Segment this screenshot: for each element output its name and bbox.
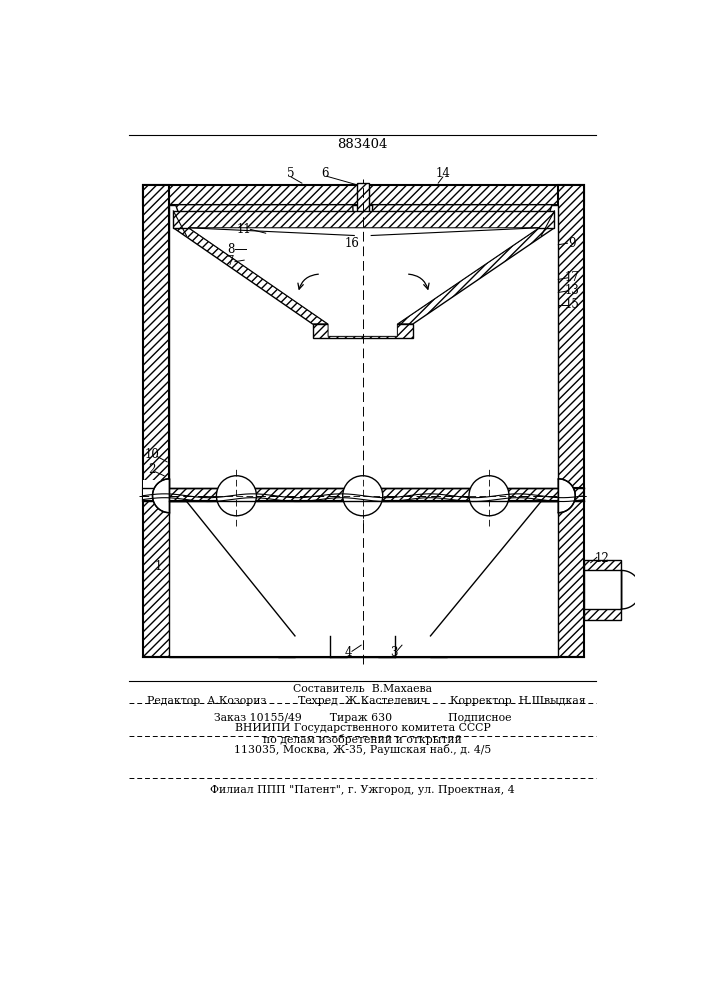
Text: 1: 1 bbox=[154, 560, 162, 573]
Polygon shape bbox=[153, 479, 170, 513]
Polygon shape bbox=[187, 501, 542, 636]
Text: Техред  Ж.Кастелевич: Техред Ж.Кастелевич bbox=[298, 696, 428, 706]
Polygon shape bbox=[431, 636, 448, 657]
Text: 6: 6 bbox=[321, 167, 329, 180]
Polygon shape bbox=[143, 480, 170, 512]
Polygon shape bbox=[189, 228, 539, 336]
Text: Корректор  Н.Швыдкая: Корректор Н.Швыдкая bbox=[450, 696, 586, 706]
Text: 9: 9 bbox=[568, 237, 576, 250]
Polygon shape bbox=[347, 614, 378, 636]
Text: Филиал ППП "Патент", г. Ужгород, ул. Проектная, 4: Филиал ППП "Патент", г. Ужгород, ул. Про… bbox=[211, 785, 515, 795]
Polygon shape bbox=[559, 479, 575, 513]
Polygon shape bbox=[170, 205, 559, 488]
Polygon shape bbox=[585, 570, 621, 609]
Polygon shape bbox=[346, 251, 356, 265]
Circle shape bbox=[216, 476, 257, 516]
Text: 11: 11 bbox=[237, 223, 252, 236]
Text: 17: 17 bbox=[565, 271, 580, 284]
Text: 16: 16 bbox=[344, 237, 359, 250]
Text: 883404: 883404 bbox=[337, 138, 388, 151]
Text: Редактор  А.Козориз: Редактор А.Козориз bbox=[148, 696, 267, 706]
Polygon shape bbox=[175, 205, 354, 235]
Polygon shape bbox=[356, 183, 369, 251]
Polygon shape bbox=[278, 636, 295, 657]
Text: 13: 13 bbox=[565, 284, 580, 297]
Polygon shape bbox=[143, 488, 585, 501]
Text: 14: 14 bbox=[436, 167, 450, 180]
Text: 8: 8 bbox=[228, 243, 235, 256]
Polygon shape bbox=[143, 185, 170, 501]
Text: 113035, Москва, Ж-35, Раушская наб., д. 4/5: 113035, Москва, Ж-35, Раушская наб., д. … bbox=[234, 744, 491, 755]
Circle shape bbox=[469, 476, 509, 516]
Text: Заказ 10155/49        Тираж 630                Подписное: Заказ 10155/49 Тираж 630 Подписное bbox=[214, 713, 511, 723]
Circle shape bbox=[343, 476, 382, 516]
Text: 10: 10 bbox=[144, 448, 159, 461]
Polygon shape bbox=[143, 501, 585, 657]
Polygon shape bbox=[170, 501, 295, 636]
Polygon shape bbox=[397, 228, 554, 324]
Polygon shape bbox=[431, 501, 559, 636]
Polygon shape bbox=[173, 211, 554, 228]
Text: 3: 3 bbox=[390, 646, 398, 659]
Text: 7: 7 bbox=[228, 255, 235, 268]
Text: ВНИИПИ Государственного комитета СССР: ВНИИПИ Государственного комитета СССР bbox=[235, 723, 491, 733]
Polygon shape bbox=[559, 185, 585, 501]
Polygon shape bbox=[330, 636, 347, 657]
Polygon shape bbox=[369, 251, 380, 265]
Polygon shape bbox=[170, 501, 559, 657]
Text: Составитель  В.Махаева: Составитель В.Махаева bbox=[293, 684, 432, 694]
Polygon shape bbox=[371, 205, 552, 235]
Polygon shape bbox=[173, 228, 328, 324]
Polygon shape bbox=[170, 501, 559, 657]
Text: 5: 5 bbox=[287, 167, 295, 180]
Text: по делам изобретений и открытий: по делам изобретений и открытий bbox=[263, 734, 462, 745]
Text: 12: 12 bbox=[595, 552, 609, 565]
Text: 4: 4 bbox=[344, 646, 352, 659]
Text: 15: 15 bbox=[565, 298, 580, 311]
Polygon shape bbox=[585, 560, 621, 620]
Polygon shape bbox=[312, 324, 413, 338]
Polygon shape bbox=[378, 636, 395, 657]
Text: 2: 2 bbox=[148, 463, 156, 476]
Polygon shape bbox=[143, 185, 585, 205]
